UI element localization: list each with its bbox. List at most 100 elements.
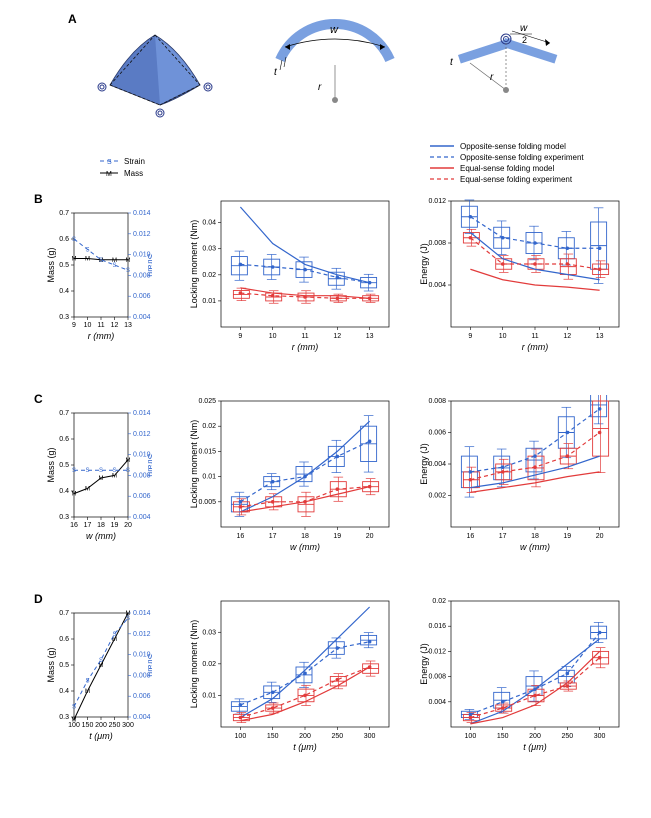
svg-text:11: 11: [301, 333, 308, 340]
svg-text:Energy (J): Energy (J): [419, 643, 429, 685]
svg-text:0.015: 0.015: [198, 448, 216, 455]
svg-text:S: S: [126, 616, 130, 622]
svg-text:0.4: 0.4: [59, 488, 69, 495]
svg-text:0.4: 0.4: [59, 688, 69, 695]
energy-chart: 0.0040.0080.0120.0160.02100150200250300E…: [415, 595, 625, 755]
svg-text:0.6: 0.6: [59, 636, 69, 643]
svg-text:0.02: 0.02: [202, 423, 216, 430]
svg-text:0.3: 0.3: [59, 314, 69, 321]
leg-l2: Opposite-sense folding experiment: [460, 153, 584, 162]
svg-text:16: 16: [70, 522, 78, 529]
t-label-1: t: [274, 67, 278, 78]
svg-text:S: S: [72, 705, 76, 711]
svg-text:20: 20: [124, 522, 132, 529]
svg-text:S: S: [99, 258, 103, 264]
svg-text:0.004: 0.004: [133, 314, 151, 321]
svg-text:Locking moment (Nm): Locking moment (Nm): [189, 420, 199, 509]
leg-l1: Opposite-sense folding model: [460, 142, 566, 151]
svg-text:Energy (J): Energy (J): [419, 443, 429, 485]
svg-text:M: M: [72, 718, 77, 724]
svg-text:Strain: Strain: [146, 453, 152, 477]
svg-text:0.4: 0.4: [59, 288, 69, 295]
svg-text:0.008: 0.008: [428, 240, 446, 247]
svg-text:S: S: [72, 237, 76, 243]
svg-text:0.008: 0.008: [428, 674, 446, 681]
legend-model-exp: Opposite-sense folding model Opposite-se…: [430, 140, 640, 188]
svg-text:0.01: 0.01: [202, 474, 216, 481]
svg-text:0.002: 0.002: [428, 493, 446, 500]
svg-text:S: S: [107, 159, 112, 166]
half-label: 2: [522, 35, 527, 45]
svg-text:12: 12: [563, 333, 571, 340]
svg-text:M: M: [106, 171, 112, 178]
svg-text:0.012: 0.012: [133, 231, 151, 238]
svg-text:9: 9: [468, 333, 472, 340]
svg-text:S: S: [99, 468, 103, 474]
svg-text:0.3: 0.3: [59, 714, 69, 721]
svg-text:S: S: [85, 468, 89, 474]
svg-text:9: 9: [72, 322, 76, 329]
svg-text:0.3: 0.3: [59, 514, 69, 521]
w2-label: w: [520, 23, 528, 34]
svg-text:Strain: Strain: [146, 253, 152, 277]
energy-chart: 0.0040.0080.012910111213Energy (J)r (mm): [415, 195, 625, 355]
svg-text:17: 17: [499, 533, 507, 540]
r-label-2: r: [490, 72, 494, 83]
svg-text:12: 12: [333, 333, 341, 340]
svg-text:18: 18: [531, 533, 539, 540]
svg-text:11: 11: [97, 322, 104, 329]
svg-text:200: 200: [529, 733, 541, 740]
svg-text:0.02: 0.02: [202, 661, 216, 668]
lock-chart: 0.0050.010.0150.020.0251617181920Locking…: [185, 395, 395, 555]
svg-text:300: 300: [364, 733, 376, 740]
svg-text:150: 150: [82, 722, 94, 729]
mass-strain-chart: 0.30.40.50.60.70.0040.0060.0080.0100.012…: [44, 605, 152, 745]
svg-text:19: 19: [111, 522, 119, 529]
svg-text:10: 10: [84, 322, 92, 329]
svg-text:18: 18: [97, 522, 105, 529]
svg-text:w (mm): w (mm): [520, 542, 550, 552]
svg-text:0.6: 0.6: [59, 436, 69, 443]
svg-text:19: 19: [333, 533, 341, 540]
svg-text:M: M: [99, 663, 104, 669]
svg-text:M: M: [112, 473, 117, 479]
svg-text:0.008: 0.008: [428, 398, 446, 405]
svg-text:w (mm): w (mm): [290, 542, 320, 552]
svg-text:0.014: 0.014: [133, 610, 151, 617]
svg-text:0.014: 0.014: [133, 210, 151, 217]
svg-text:13: 13: [366, 333, 374, 340]
leg-l4: Equal-sense folding experiment: [460, 175, 573, 184]
legend-strain: Strain: [124, 157, 145, 166]
svg-text:0.006: 0.006: [133, 493, 151, 500]
svg-text:17: 17: [269, 533, 277, 540]
svg-text:0.006: 0.006: [133, 293, 151, 300]
svg-text:0.6: 0.6: [59, 236, 69, 243]
svg-text:0.7: 0.7: [59, 410, 69, 417]
energy-chart: 0.0020.0040.0060.0081617181920Energy (J)…: [415, 395, 625, 555]
svg-text:250: 250: [561, 733, 573, 740]
svg-text:Energy (J): Energy (J): [419, 243, 429, 285]
leg-l3: Equal-sense folding model: [460, 164, 555, 173]
svg-text:M: M: [85, 486, 90, 492]
svg-text:200: 200: [299, 733, 311, 740]
svg-text:12: 12: [111, 322, 119, 329]
svg-text:10: 10: [499, 333, 507, 340]
svg-text:17: 17: [84, 522, 92, 529]
svg-text:M: M: [72, 257, 77, 263]
svg-text:9: 9: [238, 333, 242, 340]
svg-text:S: S: [85, 679, 89, 685]
svg-text:0.04: 0.04: [202, 220, 216, 227]
svg-text:t (μm): t (μm): [293, 742, 316, 752]
svg-text:S: S: [112, 468, 116, 474]
svg-text:0.004: 0.004: [428, 699, 446, 706]
svg-text:300: 300: [122, 722, 134, 729]
svg-text:M: M: [85, 689, 90, 695]
svg-text:0.014: 0.014: [133, 410, 151, 417]
svg-text:0.02: 0.02: [202, 272, 216, 279]
svg-text:0.004: 0.004: [133, 714, 151, 721]
svg-text:0.016: 0.016: [428, 623, 446, 630]
svg-text:0.03: 0.03: [202, 246, 216, 253]
mass-strain-chart: 0.30.40.50.60.70.0040.0060.0080.0100.012…: [44, 205, 152, 345]
svg-text:0.012: 0.012: [133, 631, 151, 638]
svg-text:200: 200: [95, 722, 107, 729]
